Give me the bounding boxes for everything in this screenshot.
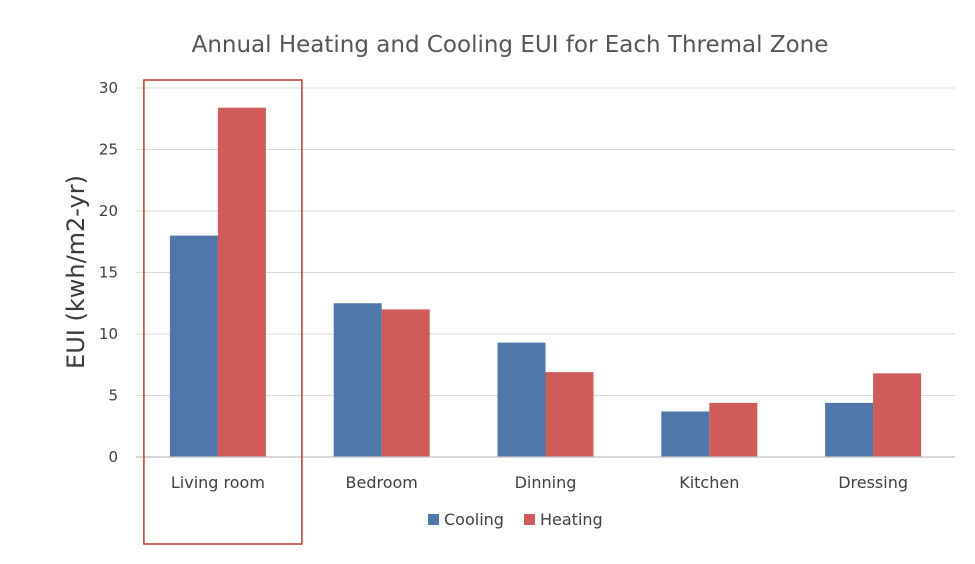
y-tick-label: 25	[99, 141, 118, 159]
bar-heating-living-room	[217, 107, 266, 458]
category-label: Bedroom	[346, 473, 418, 492]
y-axis-label: EUI (kwh/m2-yr)	[62, 175, 90, 369]
category-label: Living room	[171, 473, 265, 492]
legend-swatch-cooling	[428, 514, 439, 525]
y-tick-label: 5	[108, 387, 118, 405]
legend-swatch-heating	[524, 514, 535, 525]
y-tick-label: 15	[99, 264, 118, 282]
category-label: Kitchen	[679, 473, 739, 492]
legend-label-cooling: Cooling	[444, 510, 504, 529]
bar-cooling-kitchen	[661, 411, 710, 457]
y-tick-label: 0	[108, 448, 118, 466]
bar-heating-kitchen	[709, 402, 758, 457]
highlight-box	[143, 79, 303, 545]
y-tick-label: 10	[99, 325, 118, 343]
bar-heating-dinning	[545, 372, 594, 457]
legend-label-heating: Heating	[540, 510, 603, 529]
category-label: Dressing	[838, 473, 908, 492]
chart-title: Annual Heating and Cooling EUI for Each …	[192, 32, 829, 58]
y-tick-label: 20	[99, 202, 118, 220]
bars	[169, 107, 922, 458]
bar-cooling-bedroom	[333, 303, 382, 457]
bar-heating-bedroom	[381, 309, 430, 457]
bar-heating-dressing	[873, 373, 922, 457]
bar-cooling-living-room	[169, 235, 218, 457]
category-label: Dinning	[515, 473, 577, 492]
y-tick-labels: 0 5 10 15 20 25 30	[99, 79, 118, 466]
category-labels: Living room Bedroom Dinning Kitchen Dressing	[171, 473, 908, 492]
gridlines	[136, 87, 955, 396]
y-tick-label: 30	[99, 79, 118, 97]
legend: Cooling Heating	[428, 510, 603, 529]
bar-cooling-dinning	[497, 342, 546, 457]
bar-cooling-dressing	[825, 402, 874, 457]
